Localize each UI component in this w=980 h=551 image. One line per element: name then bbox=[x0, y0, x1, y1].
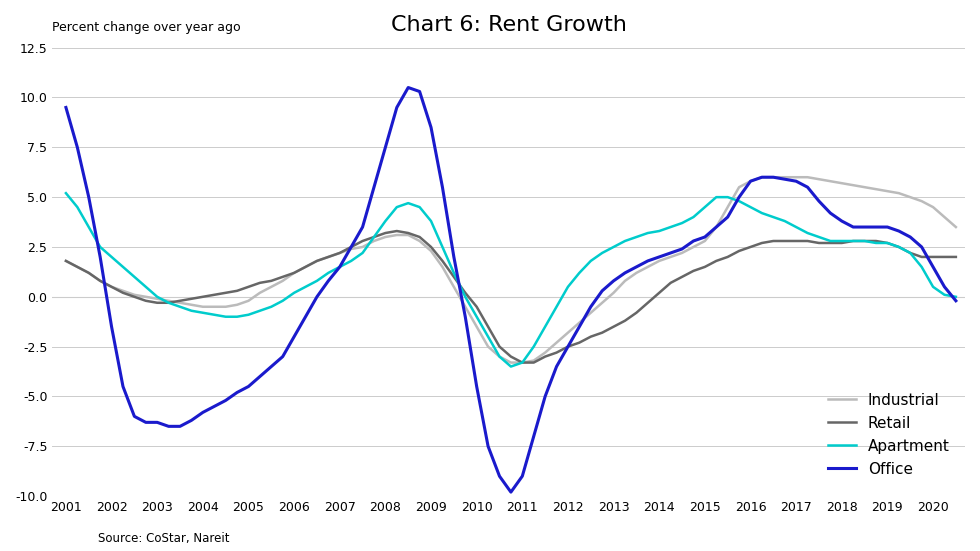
Apartment bbox=[414, 204, 425, 210]
Title: Chart 6: Rent Growth: Chart 6: Rent Growth bbox=[391, 15, 626, 35]
Industrial bbox=[950, 224, 961, 230]
Office bbox=[950, 298, 961, 304]
Industrial bbox=[300, 263, 312, 270]
Industrial bbox=[756, 174, 767, 181]
Retail bbox=[391, 228, 403, 234]
Apartment bbox=[722, 194, 734, 201]
Retail bbox=[60, 258, 72, 264]
Retail bbox=[300, 263, 312, 270]
Apartment bbox=[300, 284, 312, 290]
Industrial bbox=[425, 247, 437, 254]
Line: Retail: Retail bbox=[66, 231, 955, 363]
Office bbox=[60, 104, 72, 111]
Office bbox=[733, 194, 745, 201]
Apartment bbox=[505, 363, 516, 370]
Line: Office: Office bbox=[66, 88, 955, 492]
Retail bbox=[425, 244, 437, 250]
Office bbox=[425, 124, 437, 131]
Legend: Industrial, Retail, Apartment, Office: Industrial, Retail, Apartment, Office bbox=[822, 387, 955, 483]
Text: Percent change over year ago: Percent change over year ago bbox=[52, 21, 241, 34]
Industrial bbox=[722, 204, 734, 210]
Retail bbox=[733, 247, 745, 254]
Retail bbox=[596, 329, 608, 336]
Office bbox=[300, 314, 312, 320]
Industrial bbox=[414, 237, 425, 244]
Retail bbox=[436, 258, 448, 264]
Office bbox=[505, 489, 516, 495]
Industrial bbox=[276, 278, 288, 284]
Retail bbox=[276, 273, 288, 280]
Office bbox=[403, 84, 415, 91]
Office bbox=[276, 353, 288, 360]
Apartment bbox=[60, 190, 72, 197]
Apartment bbox=[585, 258, 597, 264]
Apartment bbox=[425, 218, 437, 224]
Apartment bbox=[276, 298, 288, 304]
Office bbox=[596, 288, 608, 294]
Office bbox=[436, 184, 448, 191]
Industrial bbox=[60, 258, 72, 264]
Text: Source: CoStar, Nareit: Source: CoStar, Nareit bbox=[98, 532, 229, 545]
Apartment bbox=[950, 294, 961, 300]
Retail bbox=[950, 253, 961, 260]
Industrial bbox=[585, 310, 597, 316]
Industrial bbox=[505, 359, 516, 366]
Line: Apartment: Apartment bbox=[66, 193, 955, 366]
Retail bbox=[516, 359, 528, 366]
Line: Industrial: Industrial bbox=[66, 177, 955, 363]
